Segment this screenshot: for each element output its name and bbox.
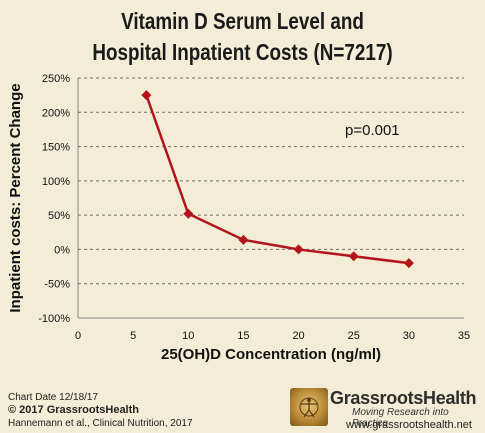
y-tick-label: 150% — [42, 142, 70, 154]
y-tick-label: -100% — [38, 313, 70, 325]
x-tick-label: 20 — [292, 330, 304, 342]
vitruvian-man-icon — [290, 388, 328, 426]
y-tick-label: 250% — [42, 73, 70, 85]
data-point-marker — [348, 251, 359, 262]
x-tick-label: 30 — [403, 330, 415, 342]
x-tick-label: 5 — [130, 330, 136, 342]
grid-lines — [78, 77, 464, 285]
footer-credits: Chart Date 12/18/17 © 2017 GrassrootsHea… — [8, 391, 193, 430]
brand-tagline: Moving Research into Practice — [352, 407, 449, 429]
x-tick-label: 15 — [237, 330, 249, 342]
x-tick-labels: 0 5 10 15 20 25 30 35 — [75, 330, 470, 342]
y-tick-label: 0% — [54, 244, 70, 256]
data-point-marker — [238, 234, 249, 245]
y-tick-label: -50% — [44, 279, 70, 291]
y-tick-label: 50% — [48, 210, 70, 222]
chart-date: Chart Date 12/18/17 — [8, 392, 99, 403]
brand-url[interactable]: www.grassrootshealth.net — [346, 419, 472, 431]
data-points — [141, 90, 414, 269]
x-tick-label: 10 — [182, 330, 194, 342]
chart-title-line1: Vitamin D Serum Level and — [121, 8, 364, 34]
y-axis-label: Inpatient costs: Percent Change — [7, 83, 24, 312]
data-point-marker — [403, 258, 414, 269]
data-point-marker — [141, 90, 152, 101]
x-tick-label: 0 — [75, 330, 81, 342]
data-point-marker — [183, 208, 194, 219]
x-tick-label: 25 — [348, 330, 360, 342]
chart-title-line2: Hospital Inpatient Costs (N=7217) — [92, 39, 393, 65]
x-tick-label: 35 — [458, 330, 470, 342]
data-point-marker — [293, 244, 304, 255]
x-axis-label: 25(OH)D Concentration (ng/ml) — [161, 346, 381, 363]
y-tick-label: 100% — [42, 176, 70, 188]
brand-name: GrassrootsHealth — [330, 388, 477, 408]
citation: Hannemann et al., Clinical Nutrition, 20… — [8, 418, 193, 429]
series-line — [145, 94, 410, 265]
y-tick-label: 200% — [42, 107, 70, 119]
p-value-annotation: p=0.001 — [345, 122, 400, 139]
chart-title: Vitamin D Serum Level and Hospital Inpat… — [44, 6, 442, 68]
copyright: © 2017 GrassrootsHealth — [8, 404, 139, 416]
y-tick-labels: 250% 200% 150% 100% 50% 0% -50% -100% — [38, 73, 70, 325]
